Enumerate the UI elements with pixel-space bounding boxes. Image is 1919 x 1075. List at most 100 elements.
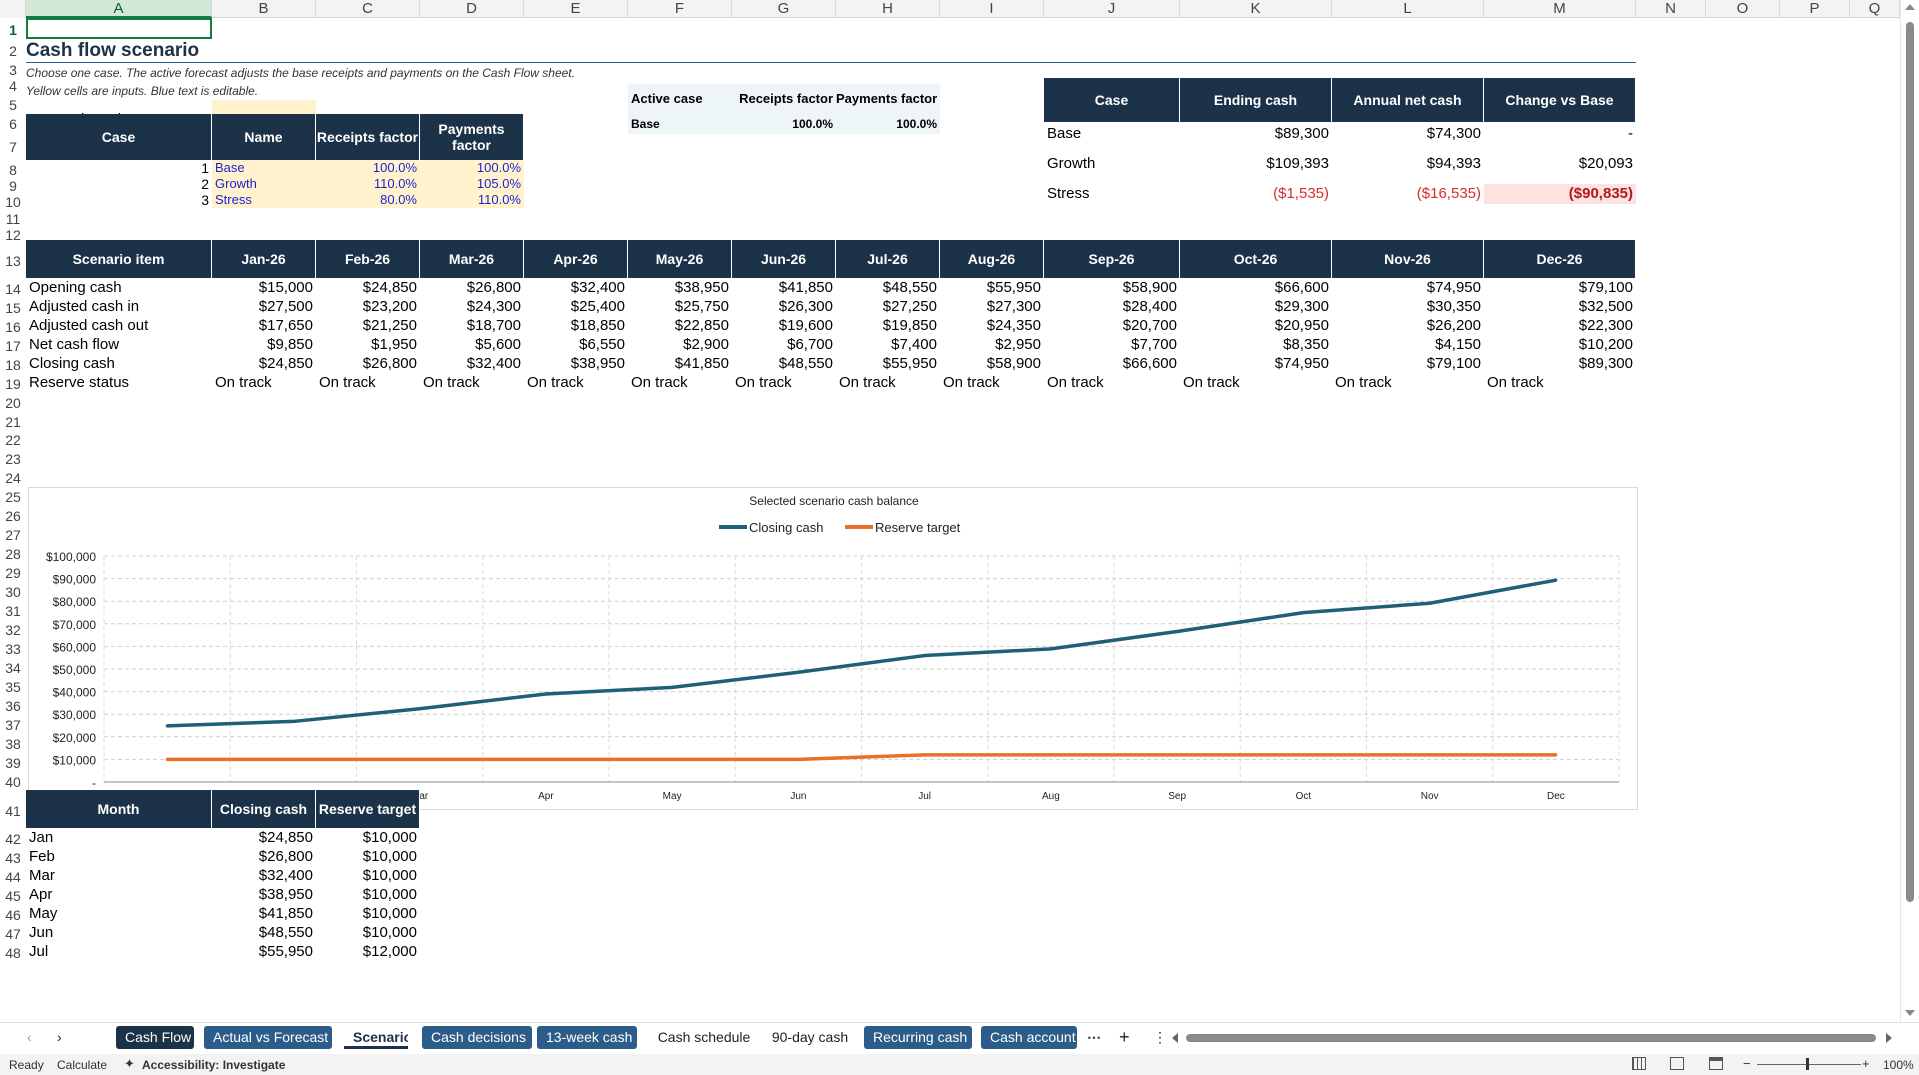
- row-header-6[interactable]: 6: [9, 116, 17, 132]
- tab-13-week-cash[interactable]: 13-week cash: [537, 1026, 637, 1049]
- row-header-4[interactable]: 4: [9, 78, 17, 94]
- column-header-n[interactable]: N: [1636, 0, 1706, 18]
- column-header-d[interactable]: D: [420, 0, 524, 18]
- column-header-g[interactable]: G: [732, 0, 836, 18]
- row-header-21[interactable]: 21: [5, 414, 21, 430]
- zoom-slider-thumb[interactable]: [1806, 1058, 1809, 1070]
- prev-sheet-icon[interactable]: ‹: [27, 1029, 32, 1045]
- cases-cell-0-1[interactable]: Base: [212, 160, 316, 176]
- row-header-47[interactable]: 47: [5, 926, 21, 942]
- row-header-15[interactable]: 15: [5, 300, 21, 316]
- column-header-o[interactable]: O: [1706, 0, 1780, 18]
- row-header-5[interactable]: 5: [9, 97, 17, 113]
- tab-cash-flow[interactable]: Cash Flow: [116, 1026, 194, 1049]
- cases-cell-0-3[interactable]: 100.0%: [420, 160, 524, 176]
- row-header-31[interactable]: 31: [5, 603, 21, 619]
- next-sheet-icon[interactable]: ›: [57, 1029, 62, 1045]
- column-header-m[interactable]: M: [1484, 0, 1636, 18]
- column-header-k[interactable]: K: [1180, 0, 1332, 18]
- column-header-a[interactable]: A: [26, 0, 212, 18]
- column-header-f[interactable]: F: [628, 0, 732, 18]
- row-header-46[interactable]: 46: [5, 907, 21, 923]
- row-header-42[interactable]: 42: [5, 831, 21, 847]
- column-header-j[interactable]: J: [1044, 0, 1180, 18]
- column-header-b[interactable]: B: [212, 0, 316, 18]
- row-header-30[interactable]: 30: [5, 584, 21, 600]
- accessibility-icon[interactable]: ✦: [124, 1056, 135, 1071]
- row-header-16[interactable]: 16: [5, 319, 21, 335]
- row-header-38[interactable]: 38: [5, 736, 21, 752]
- cases-cell-0-2[interactable]: 100.0%: [316, 160, 420, 176]
- row-header-18[interactable]: 18: [5, 357, 21, 373]
- row-header-11[interactable]: 11: [5, 211, 21, 227]
- add-sheet-icon[interactable]: +: [1119, 1027, 1130, 1047]
- row-header-19[interactable]: 19: [5, 376, 21, 392]
- row-header-28[interactable]: 28: [5, 546, 21, 562]
- zoom-in-icon[interactable]: +: [1862, 1056, 1870, 1071]
- row-header-34[interactable]: 34: [5, 660, 21, 676]
- hscroll-thumb[interactable]: [1186, 1034, 1876, 1042]
- select-all-corner[interactable]: [0, 0, 26, 18]
- row-header-27[interactable]: 27: [5, 527, 21, 543]
- tab-cash-decisions[interactable]: Cash decisions: [422, 1026, 532, 1049]
- row-header-44[interactable]: 44: [5, 869, 21, 885]
- row-header-2[interactable]: 2: [9, 43, 17, 59]
- row-header-48[interactable]: 48: [5, 945, 21, 961]
- row-header-20[interactable]: 20: [5, 395, 21, 411]
- row-header-13[interactable]: 13: [5, 253, 21, 269]
- row-header-33[interactable]: 33: [5, 641, 21, 657]
- row-header-9[interactable]: 9: [9, 178, 17, 194]
- row-header-14[interactable]: 14: [5, 281, 21, 297]
- tab-cash-schedule[interactable]: Cash schedule: [657, 1029, 751, 1045]
- row-header-43[interactable]: 43: [5, 850, 21, 866]
- zoom-out-icon[interactable]: −: [1743, 1056, 1751, 1071]
- row-header-36[interactable]: 36: [5, 698, 21, 714]
- row-header-12[interactable]: 12: [5, 227, 21, 243]
- row-header-1[interactable]: 1: [9, 22, 17, 38]
- hscroll-left-icon[interactable]: [1172, 1033, 1178, 1043]
- column-header-i[interactable]: I: [940, 0, 1044, 18]
- more-sheets-icon[interactable]: ⋯: [1087, 1029, 1101, 1045]
- row-header-17[interactable]: 17: [5, 338, 21, 354]
- scroll-up-icon[interactable]: [1905, 4, 1915, 10]
- row-header-22[interactable]: 22: [5, 432, 21, 448]
- column-header-p[interactable]: P: [1780, 0, 1850, 18]
- tab-recurring-cash[interactable]: Recurring cash: [864, 1026, 972, 1049]
- vertical-scrollbar[interactable]: [1900, 0, 1919, 1022]
- row-header-7[interactable]: 7: [9, 139, 17, 155]
- sheet-grid[interactable]: Cash flow scenario Choose one case. The …: [26, 18, 1900, 1022]
- cases-cell-2-2[interactable]: 80.0%: [316, 192, 420, 208]
- tab-options-icon[interactable]: ⋮: [1153, 1029, 1167, 1045]
- column-header-h[interactable]: H: [836, 0, 940, 18]
- zoom-level[interactable]: 100%: [1883, 1058, 1914, 1072]
- column-header-q[interactable]: Q: [1850, 0, 1900, 18]
- row-header-35[interactable]: 35: [5, 679, 21, 695]
- row-header-3[interactable]: 3: [9, 62, 17, 78]
- tab-actual-vs-forecast[interactable]: Actual vs Forecast: [204, 1026, 332, 1049]
- zoom-slider[interactable]: [1757, 1064, 1861, 1065]
- active-cell-A1[interactable]: [26, 18, 212, 39]
- cases-cell-1-2[interactable]: 110.0%: [316, 176, 420, 192]
- row-header-45[interactable]: 45: [5, 888, 21, 904]
- status-accessibility[interactable]: Accessibility: Investigate: [142, 1058, 286, 1072]
- page-layout-icon[interactable]: [1670, 1057, 1684, 1070]
- status-calculate[interactable]: Calculate: [57, 1058, 108, 1072]
- scroll-thumb[interactable]: [1906, 22, 1914, 902]
- row-header-39[interactable]: 39: [5, 755, 21, 771]
- row-header-23[interactable]: 23: [5, 451, 21, 467]
- row-header-32[interactable]: 32: [5, 622, 21, 638]
- scroll-down-icon[interactable]: [1905, 1010, 1915, 1016]
- hscroll-right-icon[interactable]: [1886, 1033, 1892, 1043]
- tab-scenario[interactable]: Scenario: [344, 1026, 408, 1049]
- row-header-37[interactable]: 37: [5, 717, 21, 733]
- column-header-c[interactable]: C: [316, 0, 420, 18]
- cash-balance-chart[interactable]: Selected scenario cash balance Closing ca…: [28, 487, 1638, 810]
- column-header-l[interactable]: L: [1332, 0, 1484, 18]
- tab-cash-account[interactable]: Cash account: [981, 1026, 1077, 1049]
- row-header-41[interactable]: 41: [5, 803, 21, 819]
- horizontal-scrollbar[interactable]: [1172, 1033, 1892, 1043]
- row-header-10[interactable]: 10: [5, 194, 21, 210]
- cases-cell-2-1[interactable]: Stress: [212, 192, 316, 208]
- page-break-icon[interactable]: [1709, 1057, 1723, 1070]
- row-header-29[interactable]: 29: [5, 565, 21, 581]
